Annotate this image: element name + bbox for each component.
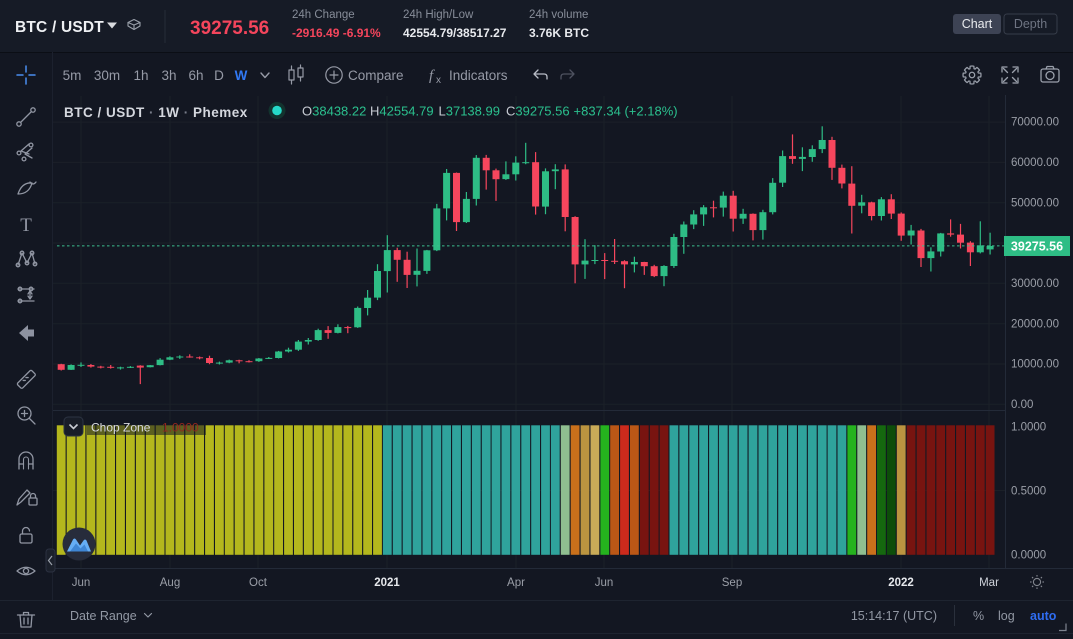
svg-text:L37138.99: L37138.99 bbox=[439, 104, 500, 119]
svg-text:24h High/Low: 24h High/Low bbox=[403, 9, 474, 21]
svg-text:Chop Zone: Chop Zone bbox=[91, 421, 151, 435]
svg-text:42554.79/38517.27: 42554.79/38517.27 bbox=[403, 26, 507, 40]
svg-text:Sep: Sep bbox=[722, 577, 742, 589]
svg-text:BTC / USDT · 1W · Phemex: BTC / USDT · 1W · Phemex bbox=[64, 105, 248, 120]
svg-text:70000.00: 70000.00 bbox=[1011, 117, 1059, 129]
svg-text:f: f bbox=[429, 68, 435, 84]
svg-text:24h Change: 24h Change bbox=[292, 9, 355, 21]
svg-text:Depth: Depth bbox=[1014, 17, 1047, 31]
svg-text:-2916.49 -6.91%: -2916.49 -6.91% bbox=[292, 26, 381, 40]
svg-text:x: x bbox=[436, 75, 441, 86]
svg-text:3.76K BTC: 3.76K BTC bbox=[529, 26, 589, 40]
svg-text:Chart: Chart bbox=[962, 17, 993, 31]
svg-text:50000.00: 50000.00 bbox=[1011, 197, 1059, 209]
svg-text:0.0000: 0.0000 bbox=[1011, 550, 1046, 562]
svg-text:39275.56: 39275.56 bbox=[1011, 240, 1063, 254]
svg-text:auto: auto bbox=[1030, 609, 1057, 623]
svg-text:20000.00: 20000.00 bbox=[1011, 318, 1059, 330]
svg-text:2022: 2022 bbox=[888, 577, 914, 589]
svg-text:60000.00: 60000.00 bbox=[1011, 157, 1059, 169]
svg-text:Jun: Jun bbox=[595, 577, 614, 589]
svg-text:2021: 2021 bbox=[374, 577, 400, 589]
svg-text:10000.00: 10000.00 bbox=[1011, 359, 1059, 371]
svg-text:5m: 5m bbox=[63, 68, 82, 83]
svg-text:39275.56: 39275.56 bbox=[190, 18, 269, 39]
svg-text:Indicators: Indicators bbox=[449, 68, 508, 83]
svg-text:15:14:17 (UTC): 15:14:17 (UTC) bbox=[851, 609, 937, 623]
svg-text:1.0000: 1.0000 bbox=[1011, 422, 1046, 434]
svg-text:Jun: Jun bbox=[72, 577, 91, 589]
svg-text:Mar: Mar bbox=[979, 577, 999, 589]
svg-text:BTC / USDT: BTC / USDT bbox=[15, 19, 104, 36]
svg-text:30m: 30m bbox=[94, 68, 120, 83]
svg-text:30000.00: 30000.00 bbox=[1011, 278, 1059, 290]
svg-text:H42554.79: H42554.79 bbox=[370, 104, 434, 119]
svg-text:Compare: Compare bbox=[348, 68, 404, 83]
svg-text:0.00: 0.00 bbox=[1011, 399, 1033, 411]
svg-text:W: W bbox=[235, 68, 248, 83]
svg-text:6h: 6h bbox=[188, 68, 203, 83]
svg-text:log: log bbox=[998, 609, 1015, 623]
svg-text:T: T bbox=[20, 215, 32, 236]
svg-text:C39275.56: C39275.56 bbox=[506, 104, 570, 119]
svg-text:24h volume: 24h volume bbox=[529, 9, 588, 21]
svg-text:D: D bbox=[214, 68, 224, 83]
svg-text:Date Range: Date Range bbox=[70, 609, 137, 623]
svg-text:+837.34 (+2.18%): +837.34 (+2.18%) bbox=[574, 104, 678, 119]
svg-text:3h: 3h bbox=[161, 68, 176, 83]
svg-text:Oct: Oct bbox=[249, 577, 268, 589]
svg-text:%: % bbox=[973, 609, 984, 623]
svg-text:1h: 1h bbox=[133, 68, 148, 83]
svg-text:O38438.22: O38438.22 bbox=[302, 104, 366, 119]
svg-text:1.0000: 1.0000 bbox=[162, 421, 199, 435]
svg-text:0.5000: 0.5000 bbox=[1011, 486, 1046, 498]
svg-text:Apr: Apr bbox=[507, 577, 525, 589]
svg-text:Aug: Aug bbox=[160, 577, 180, 589]
